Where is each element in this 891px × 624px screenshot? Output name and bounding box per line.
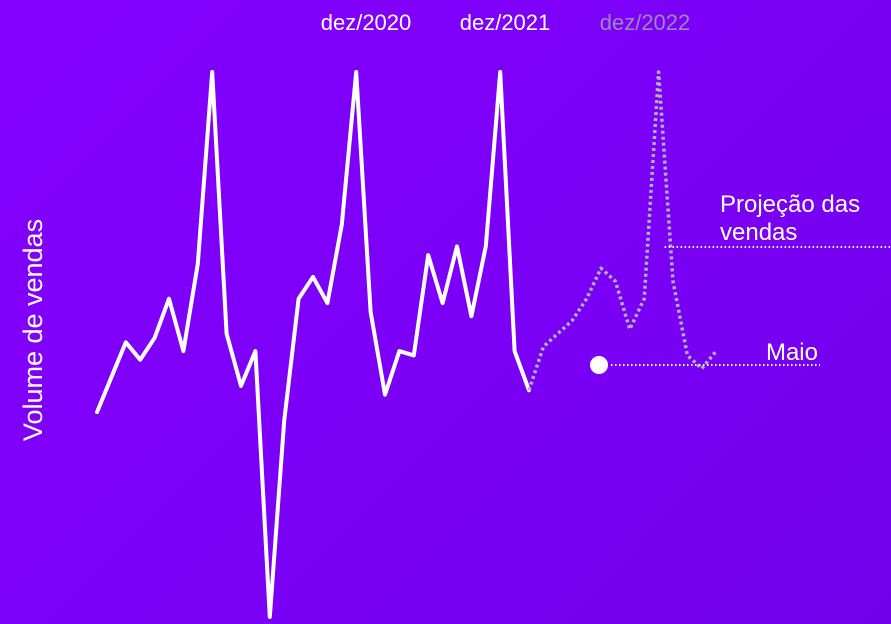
x-tick-labels: dez/2020 dez/2021 dez/2022: [321, 10, 691, 35]
y-axis-label: Volume de vendas: [18, 219, 48, 441]
maio-marker: [590, 356, 608, 374]
series-line-projection: [527, 70, 718, 391]
x-tick-label: dez/2020: [321, 10, 412, 35]
series-layer: [95, 70, 718, 619]
x-tick-label: dez/2021: [460, 10, 551, 35]
projection-annotation-line2: vendas: [720, 219, 797, 246]
series-line-actual: [95, 70, 531, 619]
projection-annotation-line1: Projeção das: [720, 191, 860, 218]
x-tick-label: dez/2022: [600, 10, 691, 35]
maio-annotation: Maio: [766, 339, 818, 366]
